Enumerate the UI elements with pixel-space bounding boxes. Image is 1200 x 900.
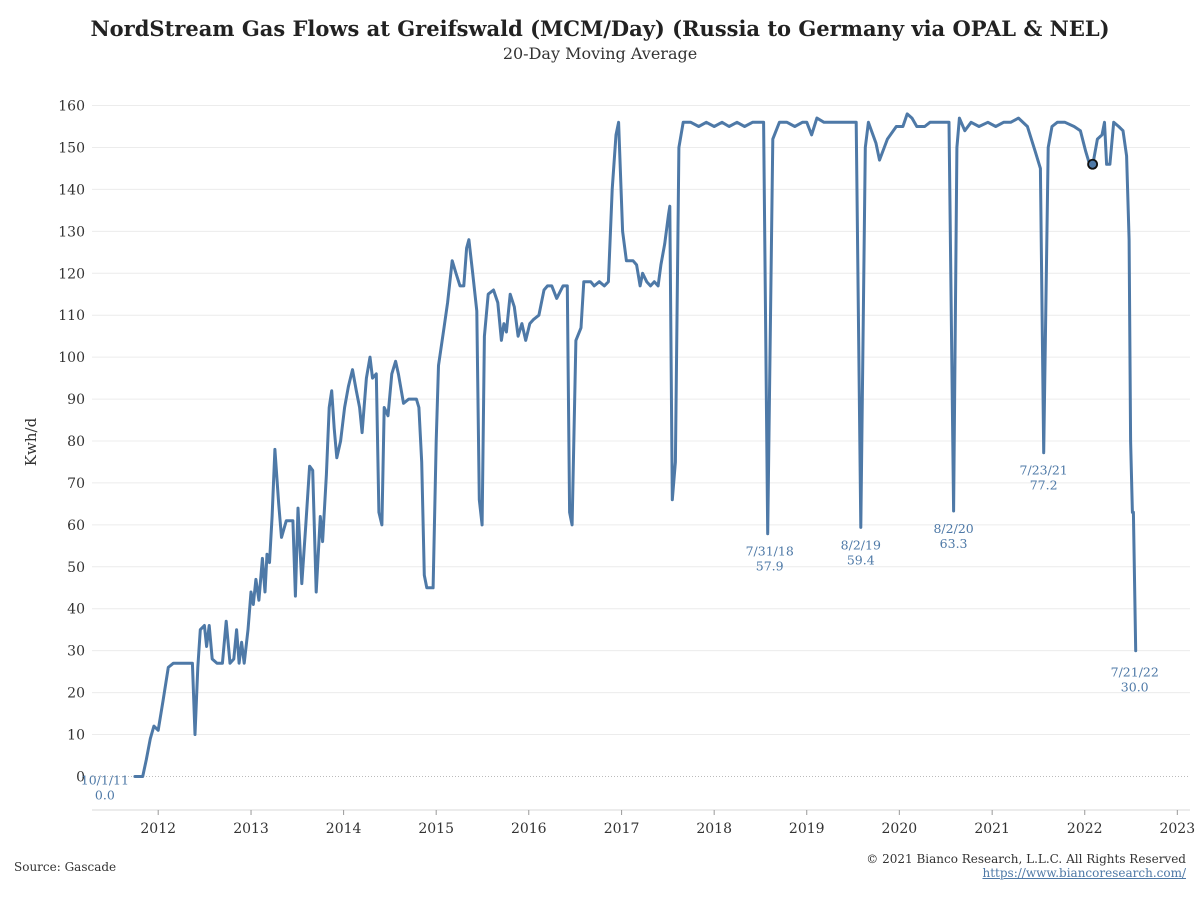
chart-title: NordStream Gas Flows at Greifswald (MCM/… [90,16,1110,41]
y-tick-label: 120 [58,266,85,282]
y-tick-label: 60 [67,518,85,534]
highlight-marker [1087,158,1099,170]
annotation-value: 0.0 [95,787,115,802]
y-tick-label: 100 [58,350,85,366]
annotation-date: 7/23/21 [1020,463,1068,478]
source-note: Source: Gascade [14,860,117,874]
grid-lines [92,105,1190,811]
annotation-value: 30.0 [1121,680,1149,695]
annotation-value: 57.9 [756,559,784,574]
x-axis-ticks: 2012 2013 2014 2015 2016 2017 2018 2019 2020 2021… [140,810,1195,837]
x-tick-label: 2020 [882,821,918,837]
series-group [133,112,1138,778]
annotation-date: 10/1/11 [81,772,129,787]
x-tick-label: 2019 [789,821,825,837]
y-tick-label: 70 [67,476,85,492]
website-link[interactable]: https://www.biancoresearch.com/ [982,866,1186,880]
x-tick-label: 2012 [140,821,176,837]
y-tick-label: 0 [76,769,85,785]
y-tick-label: 20 [67,686,85,702]
y-tick-label: 160 [58,99,85,115]
x-tick-label: 2015 [418,821,454,837]
y-tick-label: 130 [58,224,85,240]
x-tick-label: 2016 [511,821,547,837]
x-tick-label: 2023 [1159,821,1195,837]
y-tick-label: 150 [58,140,85,156]
copyright-block: © 2021 Bianco Research, L.L.C. All Right… [866,852,1186,880]
x-tick-label: 2021 [974,821,1010,837]
annotation-date: 7/31/18 [746,544,794,559]
annotation-date: 8/2/19 [841,537,881,552]
y-tick-label: 10 [67,728,85,744]
marker-group [1087,158,1099,170]
y-tick-label: 90 [67,392,85,408]
y-tick-label: 50 [67,560,85,576]
annotation-date: 8/2/20 [933,521,973,536]
y-tick-label: 80 [67,434,85,450]
y-axis-ticks: 0 10 20 30 40 50 60 70 80 90 100 110 120 130 140 150 160 [58,99,85,786]
y-tick-label: 140 [58,182,85,198]
y-tick-label: 110 [58,308,85,324]
x-tick-label: 2018 [696,821,732,837]
annotation-value: 59.4 [847,552,875,567]
x-tick-label: 2013 [233,821,269,837]
series-line [133,112,1138,778]
chart-subtitle: 20-Day Moving Average [502,44,698,63]
copyright-text: © 2021 Bianco Research, L.L.C. All Right… [866,852,1186,866]
y-tick-label: 30 [67,644,85,660]
y-tick-label: 40 [67,602,85,618]
x-tick-label: 2017 [604,821,640,837]
annotation-value: 77.2 [1030,478,1058,493]
y-axis-label: Kwh/d [22,417,40,466]
x-tick-label: 2014 [326,821,362,837]
annotation-value: 63.3 [940,536,968,551]
x-tick-label: 2022 [1067,821,1103,837]
annotation-date: 7/21/22 [1111,665,1159,680]
